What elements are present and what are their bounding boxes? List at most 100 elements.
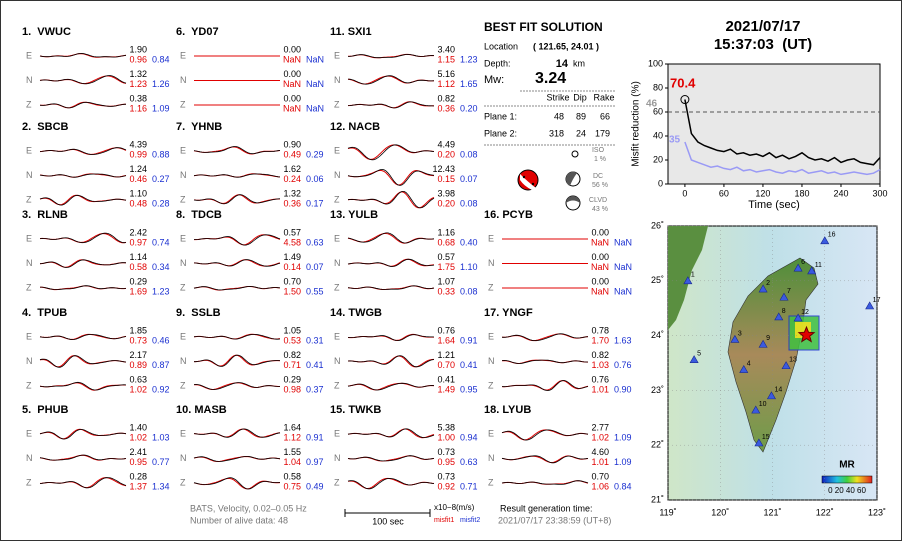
- part-label: DC: [593, 173, 603, 180]
- misfit1: 1.03: [591, 360, 609, 370]
- component-label: E: [26, 145, 32, 155]
- component-label: N: [334, 453, 341, 463]
- amplitude: 0.70: [283, 276, 301, 286]
- amplitude: 0.00: [283, 44, 301, 54]
- annotation: 70.4: [670, 75, 696, 90]
- station-number: 9: [766, 335, 770, 342]
- amplitude: 0.28: [129, 471, 147, 481]
- misfit2: 0.95: [460, 384, 478, 394]
- component-label: Z: [488, 477, 494, 487]
- component-label: N: [26, 170, 33, 180]
- station-marker: [754, 438, 764, 447]
- misfit1: 1.37: [129, 481, 147, 491]
- misfit1: 0.20: [437, 198, 455, 208]
- observed-trace: [347, 232, 435, 244]
- iso-ball: [571, 150, 579, 158]
- y-tick-label: 80: [653, 82, 663, 92]
- x-tick-label: 300: [872, 188, 887, 198]
- observed-trace: [347, 455, 435, 462]
- component-label: E: [180, 331, 186, 341]
- amplitude: 1.85: [129, 325, 147, 335]
- component-label: Z: [334, 194, 340, 204]
- component-label: Z: [334, 380, 340, 390]
- plane-value: 66: [600, 111, 610, 121]
- misfit1: 1.49: [437, 384, 455, 394]
- misfit1: 0.58: [129, 262, 147, 272]
- y-tick-label: 20: [653, 154, 663, 164]
- observed-trace: [193, 259, 281, 267]
- misfit2: 1.09: [614, 432, 632, 442]
- misfit2: 0.17: [306, 198, 324, 208]
- misfit1: 1.02: [591, 432, 609, 442]
- amplitude: 1.14: [129, 252, 147, 262]
- x-tick-label: 120: [755, 188, 770, 198]
- station-number: 14: [774, 387, 782, 394]
- misfit2: 0.28: [152, 198, 170, 208]
- map-y-tick-label: 24˚: [651, 330, 664, 340]
- misfit1: 1.01: [591, 384, 609, 394]
- amplitude: 0.29: [283, 374, 301, 384]
- colorbar-title: MR: [839, 460, 855, 471]
- misfit2: 0.76: [614, 360, 632, 370]
- component-label: N: [26, 356, 33, 366]
- misfit2: 1.34: [152, 481, 170, 491]
- observed-trace: [347, 101, 435, 109]
- misfit1: 0.99: [129, 149, 147, 159]
- misfit1: NaN: [591, 262, 609, 272]
- misfit2: 0.08: [460, 149, 478, 159]
- station-number: 16: [828, 232, 836, 239]
- observed-trace: [347, 53, 435, 59]
- misfit2: 0.71: [460, 481, 478, 491]
- component-label: N: [334, 170, 341, 180]
- amplitude: 0.73: [437, 471, 455, 481]
- map-x-tick-label: 123˚: [868, 507, 886, 517]
- amplitude: 0.29: [129, 276, 147, 286]
- component-label: Z: [180, 380, 186, 390]
- component-label: E: [26, 428, 32, 438]
- station-number: 8: [782, 308, 786, 315]
- station-number: 12: [801, 309, 809, 316]
- misfit1: NaN: [283, 103, 301, 113]
- misfit2: 1.10: [460, 262, 478, 272]
- misfit2: 0.94: [460, 432, 478, 442]
- misfit1: NaN: [283, 79, 301, 89]
- observed-trace: [347, 258, 435, 268]
- observed-trace: [193, 194, 281, 205]
- amplitude: 1.10: [129, 188, 147, 198]
- observed-trace: [347, 334, 435, 342]
- plane-value: 24: [576, 128, 586, 138]
- observed-trace: [501, 359, 588, 364]
- station-number: 5: [697, 351, 701, 358]
- plane-value: 179: [595, 128, 610, 138]
- mw: 3.24: [535, 70, 566, 87]
- amplitude: 5.38: [437, 422, 455, 432]
- amplitude: 0.78: [591, 325, 609, 335]
- station-marker: [683, 276, 693, 285]
- misfit-line: [684, 99, 881, 166]
- misfit2: 1.63: [614, 335, 632, 345]
- amplitude: 2.17: [129, 350, 147, 360]
- x-tick-label: 0: [682, 188, 687, 198]
- station-title: 18. LYUB: [484, 404, 531, 416]
- scale-bar: [344, 509, 431, 517]
- misfit1: NaN: [591, 286, 609, 296]
- component-label: Z: [334, 477, 340, 487]
- misfit1: 0.95: [129, 457, 147, 467]
- component-label: E: [26, 331, 32, 341]
- station-number: 15: [762, 434, 770, 441]
- component-label: Z: [334, 99, 340, 109]
- misfit1: 0.49: [283, 149, 301, 159]
- observed-trace: [193, 285, 281, 291]
- misfit2: 0.77: [152, 457, 170, 467]
- misfit1: 1.23: [129, 79, 147, 89]
- station-number: 13: [789, 357, 797, 364]
- amplitude: 0.63: [129, 374, 147, 384]
- station-number: 11: [815, 262, 822, 269]
- amplitude: 0.82: [283, 350, 301, 360]
- misfit2: 0.31: [306, 335, 324, 345]
- misfit1: 1.04: [283, 457, 301, 467]
- observed-trace: [39, 101, 127, 109]
- station-title: 5. PHUB: [22, 404, 69, 416]
- map-x-tick-label: 121˚: [763, 507, 781, 517]
- component-label: E: [334, 331, 340, 341]
